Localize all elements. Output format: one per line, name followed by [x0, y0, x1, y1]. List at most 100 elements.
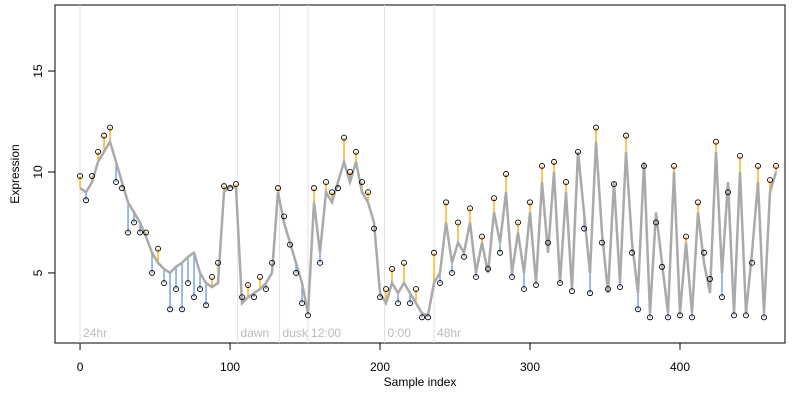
observed-point — [455, 219, 461, 226]
marker-label: 12:00 — [311, 326, 341, 340]
observed-point — [773, 162, 779, 169]
observed-point — [167, 306, 173, 313]
observed-point — [551, 158, 557, 165]
observed-point — [341, 134, 347, 141]
observed-point — [569, 288, 575, 295]
observed-point — [653, 219, 659, 226]
observed-point — [143, 229, 149, 236]
observed-point — [563, 179, 569, 186]
observed-point — [239, 294, 245, 301]
observed-point — [131, 219, 137, 226]
observed-point — [707, 276, 713, 282]
observed-point — [539, 162, 545, 169]
observed-point — [719, 294, 725, 301]
observed-point — [125, 229, 131, 236]
observed-point — [701, 249, 707, 256]
observed-point — [179, 306, 185, 313]
observed-point — [635, 306, 641, 313]
observed-point — [731, 312, 737, 319]
observed-point — [473, 274, 479, 280]
marker-label: dusk — [283, 326, 309, 340]
observed-point — [671, 162, 677, 169]
observed-point — [593, 124, 599, 131]
observed-point — [371, 225, 377, 232]
observed-point — [287, 241, 293, 248]
observed-point — [197, 286, 203, 293]
observed-point — [617, 284, 623, 291]
observed-point — [311, 185, 317, 192]
observed-point — [611, 181, 617, 188]
y-tick-label: 5 — [31, 269, 45, 276]
observed-point — [437, 280, 443, 286]
observed-point — [251, 294, 257, 301]
observed-point — [557, 280, 563, 286]
observed-point — [383, 286, 389, 293]
observed-point — [359, 179, 365, 186]
observed-point — [449, 269, 455, 276]
marker-label: 0:00 — [388, 326, 412, 340]
observed-point — [647, 314, 653, 321]
observed-point — [665, 314, 671, 321]
x-axis-title: Sample index — [384, 375, 457, 389]
observed-point — [263, 286, 269, 293]
observed-point — [587, 290, 593, 297]
observed-point — [755, 162, 761, 169]
observed-point — [485, 265, 491, 272]
observed-point — [407, 300, 413, 307]
observed-point — [323, 179, 329, 186]
observed-point — [245, 282, 251, 289]
observed-point — [107, 124, 113, 131]
observed-point — [155, 245, 161, 252]
observed-point — [767, 177, 773, 184]
observed-point — [623, 132, 629, 139]
observed-point — [749, 259, 755, 266]
observed-point — [173, 286, 179, 293]
observed-point — [725, 189, 731, 196]
observed-point — [683, 233, 689, 240]
observed-point — [227, 185, 233, 192]
observed-point — [215, 259, 221, 266]
observed-point — [257, 274, 263, 280]
observed-point — [491, 195, 497, 202]
observed-point — [161, 280, 167, 286]
observed-point — [575, 148, 581, 155]
observed-point — [467, 205, 473, 212]
observed-point — [431, 249, 437, 256]
observed-point — [761, 314, 767, 321]
observed-point — [233, 181, 239, 188]
observed-point — [581, 225, 587, 232]
observed-point — [203, 302, 209, 309]
observed-point — [347, 169, 353, 175]
observed-point — [113, 179, 119, 186]
observed-point — [419, 314, 425, 321]
observed-point — [413, 286, 419, 293]
observed-point — [83, 197, 89, 204]
observed-point — [185, 280, 191, 286]
y-axis-title: Expression — [8, 144, 22, 203]
observed-point — [77, 173, 83, 179]
observed-point — [395, 300, 401, 307]
y-tick-label: 15 — [31, 64, 45, 78]
observed-point — [137, 229, 143, 236]
observed-point — [479, 233, 485, 240]
observed-point — [101, 132, 107, 139]
observed-point — [689, 314, 695, 321]
observed-point — [629, 249, 635, 256]
observed-point — [329, 189, 335, 196]
observed-point — [269, 259, 275, 266]
observed-point — [659, 263, 665, 270]
observed-point — [95, 148, 101, 155]
x-tick-label: 0 — [77, 360, 84, 374]
observed-point — [401, 259, 407, 266]
observed-point — [305, 312, 311, 319]
x-tick-label: 300 — [520, 360, 540, 374]
observed-point — [89, 173, 95, 179]
observed-point — [293, 269, 299, 276]
x-tick-label: 100 — [220, 360, 240, 374]
observed-point — [743, 312, 749, 319]
x-tick-label: 400 — [670, 360, 690, 374]
observed-point — [275, 185, 281, 192]
x-tick-label: 200 — [370, 360, 390, 374]
observed-point — [599, 239, 605, 246]
